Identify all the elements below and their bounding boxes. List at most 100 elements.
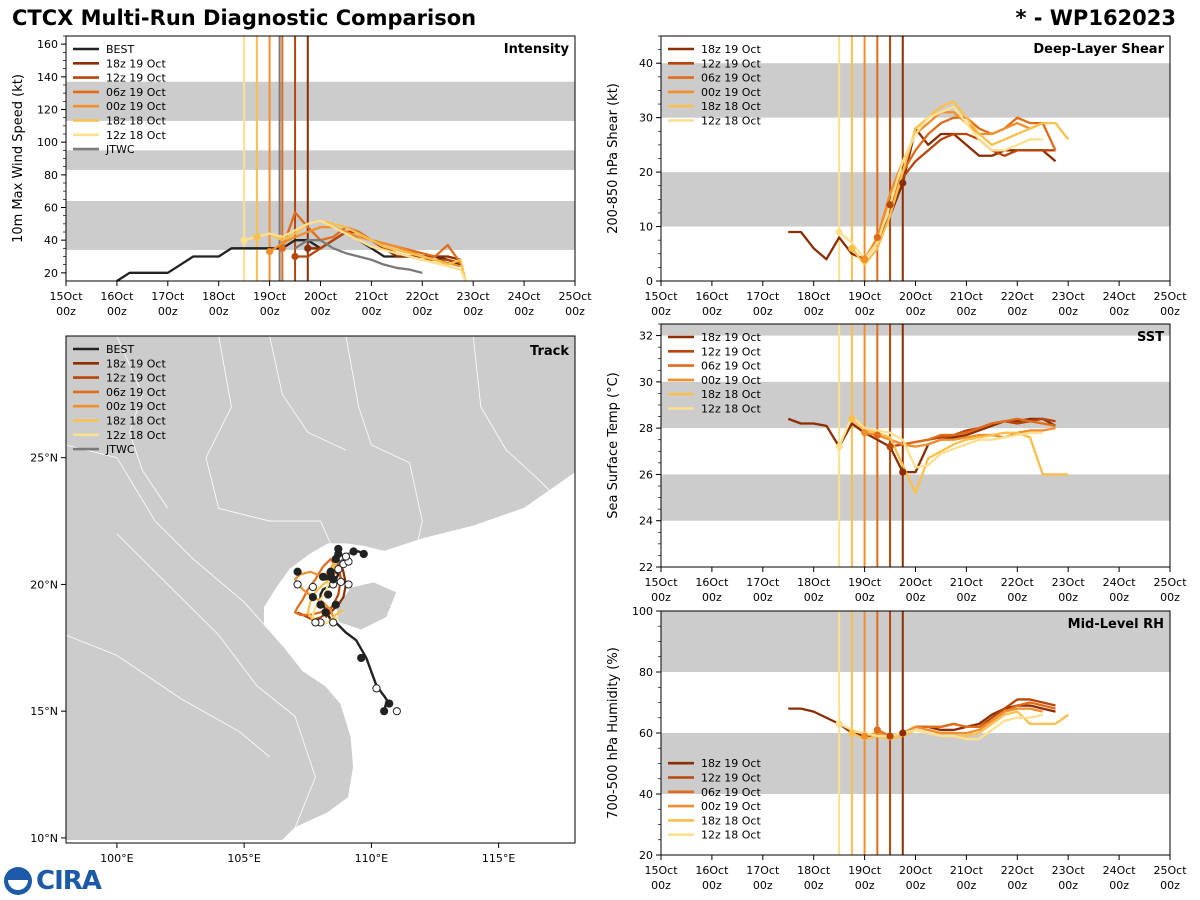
province-border — [472, 336, 555, 496]
x-subtick-label: 00z — [1058, 305, 1078, 318]
best-track-point — [385, 699, 394, 708]
x-subtick-label: 00z — [957, 591, 977, 604]
best-track-point — [316, 600, 325, 609]
x-tick-label: 23Oct — [1052, 864, 1086, 877]
x-subtick-label: 00z — [957, 879, 977, 892]
series-line — [838, 105, 1043, 261]
province-border — [205, 336, 332, 545]
init-marker — [899, 179, 907, 187]
x-tick-label: 25Oct — [558, 290, 592, 303]
best-track-point — [392, 707, 401, 716]
province-border — [66, 634, 270, 758]
best-track-point — [334, 565, 343, 574]
x-subtick-label: 00z — [1160, 305, 1180, 318]
series-line — [876, 417, 1056, 446]
legend-label: 12z 19 Oct — [701, 772, 761, 785]
best-track-point — [359, 549, 368, 559]
init-marker — [886, 443, 894, 451]
shaded-band — [66, 150, 575, 170]
x-tick-label: 24Oct — [508, 290, 542, 303]
x-subtick-label: 00z — [1109, 591, 1129, 604]
province-border — [66, 444, 265, 626]
best-track-point — [326, 567, 335, 576]
x-subtick-label: 00z — [565, 305, 585, 318]
best-track-point — [334, 544, 343, 554]
best-track-point — [344, 580, 353, 589]
legend-label: 12z 19 Oct — [701, 345, 761, 358]
best-track-point — [293, 580, 302, 589]
best-track-point — [321, 608, 330, 617]
y-tick-label: 22 — [639, 561, 653, 574]
init-marker — [240, 236, 248, 244]
lon-tick-label: 105°E — [227, 852, 260, 865]
legend-label: 12z 18 Oct — [701, 403, 761, 416]
legend-label: 18z 19 Oct — [701, 757, 761, 770]
storm-id: * - WP162023 — [1015, 6, 1176, 30]
y-tick-label: 40 — [44, 234, 58, 247]
x-tick-label: 16Oct — [695, 864, 729, 877]
mainland — [66, 336, 575, 841]
series-line — [838, 713, 1044, 741]
x-subtick-label: 00z — [804, 879, 824, 892]
y-tick-label: 40 — [639, 788, 653, 801]
x-subtick-label: 00z — [651, 879, 671, 892]
best-track-point — [329, 618, 338, 627]
y-tick-label: 30 — [639, 112, 653, 125]
init-marker — [886, 201, 894, 209]
legend-label: 00z 19 Oct — [701, 86, 761, 99]
series-line — [863, 111, 1044, 260]
chart-sst: 22 24 26 28 30 32 15Oct 00z 16Oct 00z 17Oct 00z 18Oc… — [606, 323, 1187, 604]
x-tick-label: 25Oct — [1153, 290, 1187, 303]
y-tick-label: 80 — [44, 169, 58, 182]
x-subtick-label: 00z — [1058, 879, 1078, 892]
init-marker — [899, 468, 907, 476]
x-tick-label: 24Oct — [1103, 576, 1137, 589]
x-tick-label: 18Oct — [202, 290, 236, 303]
series-line — [838, 415, 1043, 469]
legend-label: 18z 19 Oct — [701, 43, 761, 56]
legend-label: 12z 18 Oct — [106, 429, 166, 442]
x-subtick-label: 00z — [260, 305, 280, 318]
x-tick-label: 20Oct — [899, 576, 933, 589]
y-axis-label: 10m Max Wind Speed (kt) — [11, 74, 26, 243]
init-marker — [253, 233, 261, 241]
x-subtick-label: 00z — [158, 305, 178, 318]
x-tick-label: 22Oct — [1001, 576, 1035, 589]
init-marker — [278, 244, 286, 252]
page-title: CTCX Multi-Run Diagnostic Comparison — [12, 6, 477, 30]
y-tick-label: 20 — [639, 166, 653, 179]
province-border — [116, 336, 169, 509]
x-subtick-label: 00z — [463, 305, 483, 318]
x-tick-label: 18Oct — [797, 290, 831, 303]
hainan-island — [335, 581, 398, 631]
x-tick-label: 22Oct — [406, 290, 440, 303]
x-tick-label: 25Oct — [1153, 576, 1187, 589]
x-subtick-label: 00z — [107, 305, 127, 318]
shaded-band — [661, 733, 1170, 794]
lat-tick-label: 15°N — [30, 705, 58, 718]
legend-label: 00z 19 Oct — [106, 100, 166, 113]
y-axis-label: 200-850 hPa Shear (kt) — [606, 83, 621, 234]
legend-label: 18z 18 Oct — [106, 115, 166, 128]
lat-tick-label: 20°N — [30, 578, 58, 591]
legend-label: 00z 19 Oct — [106, 400, 166, 413]
x-subtick-label: 00z — [651, 305, 671, 318]
x-subtick-label: 00z — [514, 305, 534, 318]
chart-shear: 0 10 20 30 40 15Oct 00z 16Oct 00z 17Oct 00z 18Oct 00… — [606, 35, 1187, 318]
y-tick-label: 10 — [639, 221, 653, 234]
shaded-band — [661, 324, 1170, 336]
legend-label: 12z 19 Oct — [106, 372, 166, 385]
y-axis-label: Sea Surface Temp (°C) — [606, 372, 621, 519]
series-line — [889, 132, 1056, 206]
noaa-seal-icon — [4, 867, 32, 895]
y-tick-label: 30 — [639, 376, 653, 389]
x-subtick-label: 00z — [753, 305, 773, 318]
x-tick-label: 18Oct — [797, 576, 831, 589]
chart-track: 100°E 105°E 110°E 115°E 10°N 15°N 20°N 25°N Trac… — [30, 335, 576, 865]
x-subtick-label: 00z — [855, 305, 875, 318]
legend-label: BEST — [106, 343, 134, 356]
x-tick-label: 20Oct — [899, 864, 933, 877]
x-subtick-label: 00z — [906, 591, 926, 604]
legend-label: JTWC — [105, 143, 135, 156]
